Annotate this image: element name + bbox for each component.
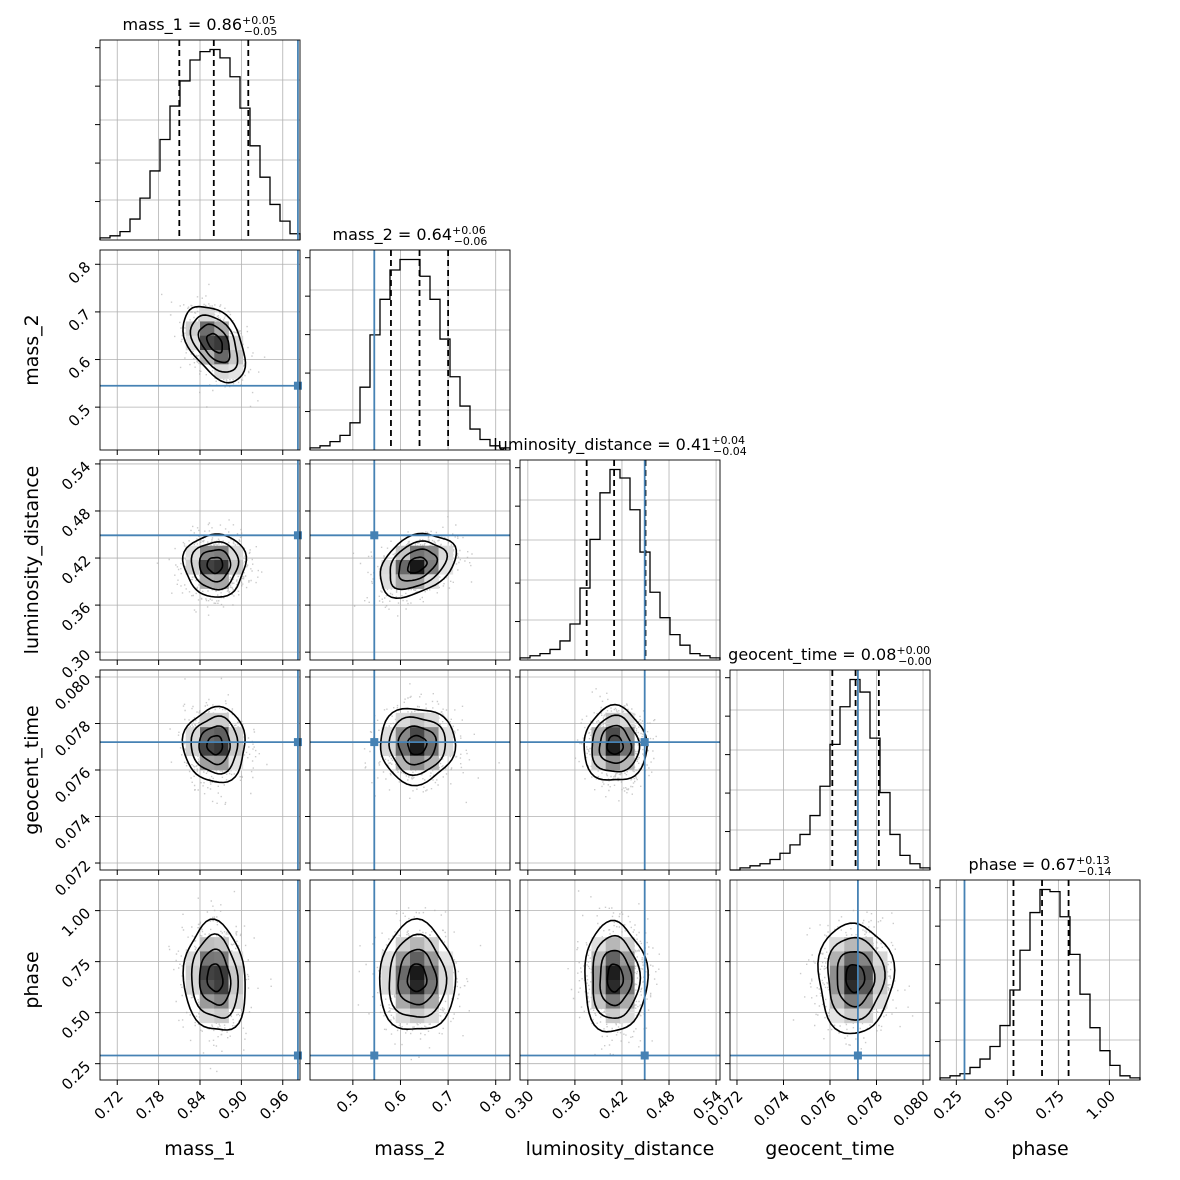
xtick-label-luminosity_distance-1: 0.36 (548, 1087, 584, 1123)
panel-frame-luminosity_distance (519, 459, 721, 661)
ytick-label-geocent_time-2: 0.076 (51, 764, 94, 807)
density-luminosity_distance-geocent_time (520, 670, 720, 870)
xtick-label-luminosity_distance-3: 0.48 (642, 1087, 678, 1123)
ytick-label-phase-1: 0.50 (58, 1006, 94, 1042)
ytick-label-geocent_time-1: 0.074 (51, 810, 94, 853)
density-geocent_time-phase (730, 880, 930, 1080)
title-phase: phase = 0.67+0.13 −0.14 (969, 854, 1112, 878)
xtick-label-mass_2-0: 0.5 (333, 1087, 363, 1117)
xtick-label-geocent_time-1: 0.074 (750, 1087, 793, 1130)
ytick-label-phase-2: 0.75 (58, 955, 94, 991)
truth-marker-mass_2-geocent_time (370, 738, 379, 747)
yaxis-label-geocent_time: geocent_time (21, 705, 43, 834)
axes-layer (95, 39, 1141, 1085)
density-mass_2-luminosity_distance (310, 460, 510, 660)
ytick-label-luminosity_distance-1: 0.36 (58, 599, 94, 635)
histogram-geocent_time (730, 678, 931, 871)
panel-frame-luminosity_distance-phase (519, 879, 721, 1081)
density-mass_2-geocent_time (310, 670, 510, 870)
histogram-phase (939, 888, 1141, 1080)
truth-marker-mass_1-luminosity_distance (293, 531, 302, 540)
xaxis-label-luminosity_distance: luminosity_distance (526, 1138, 715, 1160)
panel-frame-phase (939, 879, 1141, 1081)
xtick-label-mass_2-2: 0.7 (428, 1087, 458, 1117)
xtick-label-mass_2-1: 0.6 (381, 1087, 411, 1117)
truth-marker-mass_1-mass_2 (293, 381, 302, 390)
xtick-label-mass_1-2: 0.84 (173, 1087, 209, 1123)
title-mass_2: mass_2 = 0.64+0.06 −0.06 (333, 224, 488, 248)
truth-marker-luminosity_distance-geocent_time (640, 738, 649, 747)
histogram-mass_2 (309, 258, 511, 450)
yaxis-label-luminosity_distance: luminosity_distance (21, 466, 43, 655)
density-mass_2-phase (310, 880, 510, 1080)
density-mass_1-mass_2 (100, 250, 300, 450)
panel-frame-geocent_time (729, 669, 931, 871)
truth-marker-geocent_time-phase (853, 1051, 862, 1060)
yaxis-label-phase: phase (21, 951, 43, 1008)
panel-frame-mass_1 (99, 39, 301, 241)
xtick-label-mass_1-1: 0.78 (132, 1087, 168, 1123)
ytick-label-luminosity_distance-2: 0.42 (58, 552, 94, 588)
yaxis-label-mass_2: mass_2 (21, 314, 43, 386)
title-luminosity_distance: luminosity_distance = 0.41+0.04 −0.04 (493, 434, 747, 458)
ytick-label-geocent_time-0: 0.072 (51, 857, 94, 900)
data-layer (99, 40, 1141, 1080)
truth-marker-luminosity_distance-phase (640, 1051, 649, 1060)
truth-marker-mass_1-geocent_time (293, 738, 302, 747)
xtick-label-phase-2: 0.75 (1032, 1087, 1068, 1123)
density-mass_1-luminosity_distance (100, 460, 300, 660)
ytick-label-luminosity_distance-4: 0.54 (58, 458, 94, 494)
ytick-label-mass_2-1: 0.6 (65, 353, 95, 383)
ytick-label-phase-3: 1.00 (58, 904, 94, 940)
xtick-label-phase-1: 0.50 (981, 1087, 1017, 1123)
xaxis-label-mass_2: mass_2 (374, 1138, 446, 1160)
panel-frame-mass_2 (309, 249, 511, 451)
panel-frame-mass_2-phase (309, 879, 511, 1081)
title-geocent_time: geocent_time = 0.08+0.00 −0.00 (728, 644, 932, 668)
xtick-label-geocent_time-4: 0.080 (890, 1087, 933, 1130)
truth-marker-mass_1-phase (293, 1051, 302, 1060)
density-luminosity_distance-phase (520, 880, 720, 1080)
xaxis-label-geocent_time: geocent_time (765, 1138, 894, 1160)
ytick-label-phase-0: 0.25 (58, 1057, 94, 1093)
truth-marker-mass_2-phase (370, 1051, 379, 1060)
xtick-label-phase-0: 0.25 (930, 1087, 966, 1123)
histogram-mass_1 (99, 48, 301, 240)
ytick-label-luminosity_distance-3: 0.48 (58, 505, 94, 541)
xtick-label-mass_1-0: 0.72 (91, 1087, 127, 1123)
xtick-label-geocent_time-3: 0.078 (843, 1087, 886, 1130)
xtick-label-luminosity_distance-2: 0.42 (595, 1087, 631, 1123)
histogram-luminosity_distance (519, 468, 721, 660)
xtick-label-phase-3: 1.00 (1083, 1087, 1119, 1123)
xtick-label-geocent_time-2: 0.076 (797, 1087, 840, 1130)
xtick-label-mass_1-4: 0.96 (256, 1087, 292, 1123)
density-mass_1-geocent_time (100, 670, 300, 870)
truth-marker-mass_2-luminosity_distance (370, 531, 379, 540)
ytick-label-mass_2-2: 0.7 (65, 306, 95, 336)
ytick-label-mass_2-3: 0.8 (65, 258, 95, 288)
ytick-label-mass_2-0: 0.5 (65, 401, 95, 431)
xtick-label-luminosity_distance-0: 0.30 (501, 1087, 537, 1123)
xtick-label-mass_1-3: 0.90 (215, 1087, 251, 1123)
panel-frame-mass_2-luminosity_distance (309, 459, 511, 661)
xaxis-label-mass_1: mass_1 (164, 1138, 236, 1160)
grid-layer (100, 40, 1140, 1080)
ytick-label-geocent_time-3: 0.078 (51, 717, 94, 760)
xtick-label-mass_2-3: 0.8 (476, 1087, 506, 1117)
density-mass_1-phase (100, 880, 300, 1080)
title-mass_1: mass_1 = 0.86+0.05 −0.05 (123, 14, 278, 38)
xaxis-label-phase: phase (1011, 1138, 1068, 1160)
text-layer: mass_1 = 0.86+0.05 −0.05 mass_2 = 0.64+0.0… (21, 14, 1119, 1160)
